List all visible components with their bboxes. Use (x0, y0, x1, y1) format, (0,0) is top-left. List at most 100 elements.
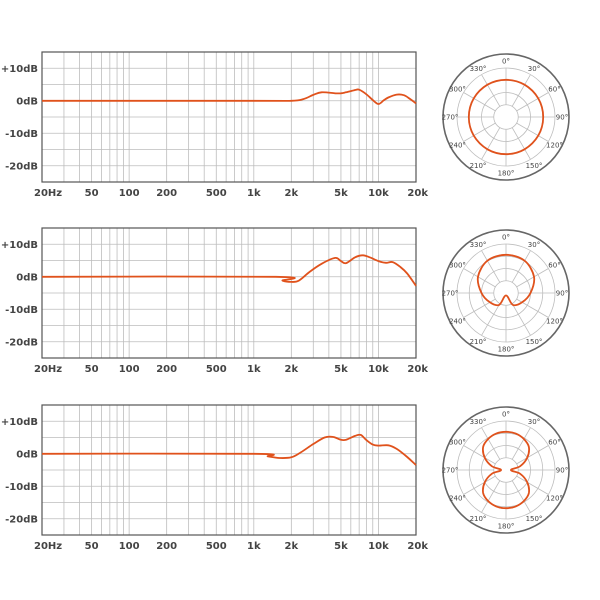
x-tick-label: 1k (247, 541, 261, 552)
polar-angle-label: 330° (470, 241, 487, 249)
x-tick-label: 200 (156, 364, 177, 375)
x-tick-label: 1k (247, 364, 261, 375)
x-tick-label: 100 (119, 364, 140, 375)
polar-angle-label: 90° (556, 290, 568, 298)
y-tick-label: -10dB (5, 482, 38, 493)
grid-lines (42, 228, 416, 358)
polar-spoke (481, 303, 501, 336)
y-tick-label: -10dB (5, 129, 38, 140)
polar-spoke (463, 475, 496, 495)
polar-spoke (511, 74, 531, 107)
polar-angle-label: 330° (470, 65, 487, 73)
polar-pattern-cardioid: 0° 30° 60° 90° 120° 150° 180° 210° 240° 270° 300° 3… (442, 229, 570, 357)
x-tick-label: 500 (206, 364, 227, 375)
polar-spoke (463, 268, 496, 288)
y-tick-label: +10dB (1, 240, 38, 251)
polar-angle-label: 30° (528, 65, 540, 73)
polar-angle-label: 0° (502, 58, 510, 66)
polar-spoke (511, 127, 531, 160)
x-tick-label: 10k (368, 364, 389, 375)
polar-angle-label: 120° (546, 142, 563, 150)
frequency-response-line (41, 88, 417, 105)
x-tick-label: 2k (285, 541, 299, 552)
x-tick-label: 20k (407, 541, 428, 552)
polar-spoke (481, 127, 501, 160)
polar-angle-label: 300° (449, 262, 466, 270)
frequency-response-line (41, 433, 417, 466)
polar-outer-ring (442, 53, 570, 181)
polar-angle-label: 90° (556, 467, 568, 475)
polar-spoke (481, 480, 501, 513)
x-tick-label: 10k (368, 188, 389, 199)
x-tick-label: 50 (85, 541, 99, 552)
polar-spoke (481, 74, 501, 107)
polar-angle-label: 150° (526, 162, 543, 170)
y-tick-label: -20dB (5, 337, 38, 348)
y-tick-label: +10dB (1, 64, 38, 75)
polar-angle-label: 120° (546, 495, 563, 503)
polar-spoke (516, 475, 549, 495)
polar-angle-label: 60° (548, 86, 560, 94)
polar-spoke (516, 268, 549, 288)
polar-angle-label: 270° (442, 114, 459, 122)
polar-angle-label: 180° (498, 346, 515, 354)
chart-omnidirectional: +10dB 0dB -10dB -20dB 20Hz 50 100 200 500 1k 2k 5k 1… (1, 51, 570, 199)
polar-angle-label: 210° (470, 515, 487, 523)
grid-lines (42, 52, 416, 182)
polar-angle-label: 180° (498, 523, 515, 531)
plot-frame (41, 227, 417, 359)
y-tick-label: -10dB (5, 305, 38, 316)
polar-spoke (511, 427, 531, 460)
x-tick-label: 5k (334, 188, 348, 199)
polar-pattern-omnidirectional: 0° 30° 60° 90° 120° 150° 180° 210° 240° 270° 300° 3… (442, 53, 570, 181)
x-tick-label: 500 (206, 541, 227, 552)
chart-figure-8: +10dB 0dB -10dB -20dB 20Hz 50 100 200 500 1k 2k 5k 1… (1, 404, 570, 552)
plot-frame (41, 51, 417, 183)
polar-spoke (511, 303, 531, 336)
polar-angle-label: 240° (449, 318, 466, 326)
polar-pattern-line (482, 430, 530, 510)
polar-outer-ring (442, 229, 570, 357)
polar-pattern-line (476, 253, 536, 307)
y-tick-label: 0dB (16, 272, 38, 283)
polar-angle-label: 270° (442, 467, 459, 475)
plot-frame (41, 404, 417, 536)
x-tick-label: 100 (119, 541, 140, 552)
x-tick-label: 5k (334, 364, 348, 375)
y-tick-label: +10dB (1, 417, 38, 428)
polar-angle-label: 330° (470, 418, 487, 426)
polar-spoke (516, 122, 549, 142)
frequency-response-line (41, 254, 417, 287)
polar-angle-label: 150° (526, 515, 543, 523)
polar-angle-label: 30° (528, 241, 540, 249)
polar-spoke (511, 250, 531, 283)
polar-angle-label: 0° (502, 234, 510, 242)
polar-angle-label: 270° (442, 290, 459, 298)
polar-spoke (481, 427, 501, 460)
polar-angle-label: 150° (526, 338, 543, 346)
x-tick-label: 10k (368, 541, 389, 552)
polar-spoke (511, 480, 531, 513)
polar-pattern-line (467, 78, 545, 156)
y-tick-label: 0dB (16, 96, 38, 107)
x-tick-label: 20k (407, 364, 428, 375)
x-tick-label: 20k (407, 188, 428, 199)
polar-angle-label: 210° (470, 338, 487, 346)
x-tick-label: 100 (119, 188, 140, 199)
polar-angle-label: 240° (449, 495, 466, 503)
chart-cardioid: +10dB 0dB -10dB -20dB 20Hz 50 100 200 500 1k 2k 5k 1… (1, 227, 570, 375)
polar-angle-label: 240° (449, 142, 466, 150)
polar-spoke (463, 445, 496, 465)
x-tick-label: 20Hz (34, 364, 62, 375)
x-tick-label: 50 (85, 364, 99, 375)
polar-angle-label: 90° (556, 114, 568, 122)
x-tick-label: 200 (156, 188, 177, 199)
polar-angle-label: 210° (470, 162, 487, 170)
x-tick-label: 2k (285, 188, 299, 199)
y-tick-label: -20dB (5, 514, 38, 525)
polar-spoke (463, 92, 496, 112)
x-tick-label: 20Hz (34, 541, 62, 552)
polar-angle-label: 300° (449, 86, 466, 94)
polar-angle-label: 120° (546, 318, 563, 326)
x-tick-label: 500 (206, 188, 227, 199)
